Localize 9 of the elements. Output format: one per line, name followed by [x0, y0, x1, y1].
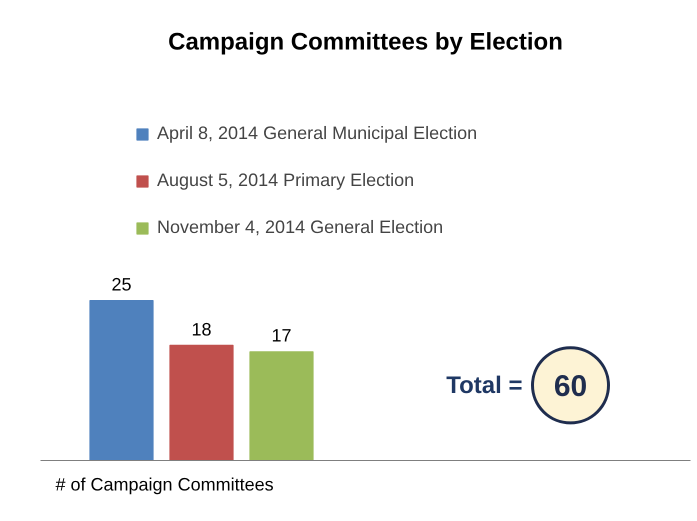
legend-label: April 8, 2014 General Municipal Election [157, 123, 478, 144]
legend-label: August 5, 2014 Primary Election [157, 170, 414, 191]
legend-label: November 4, 2014 General Election [157, 217, 444, 238]
data-label: 25 [111, 274, 132, 294]
data-label: 18 [191, 319, 212, 340]
text: Total = 60 [446, 370, 588, 403]
data-label: 17 [271, 326, 292, 346]
text: Campaign Committees by Election [168, 28, 563, 56]
x-axis-title: # of Campaign Committees [56, 474, 274, 494]
